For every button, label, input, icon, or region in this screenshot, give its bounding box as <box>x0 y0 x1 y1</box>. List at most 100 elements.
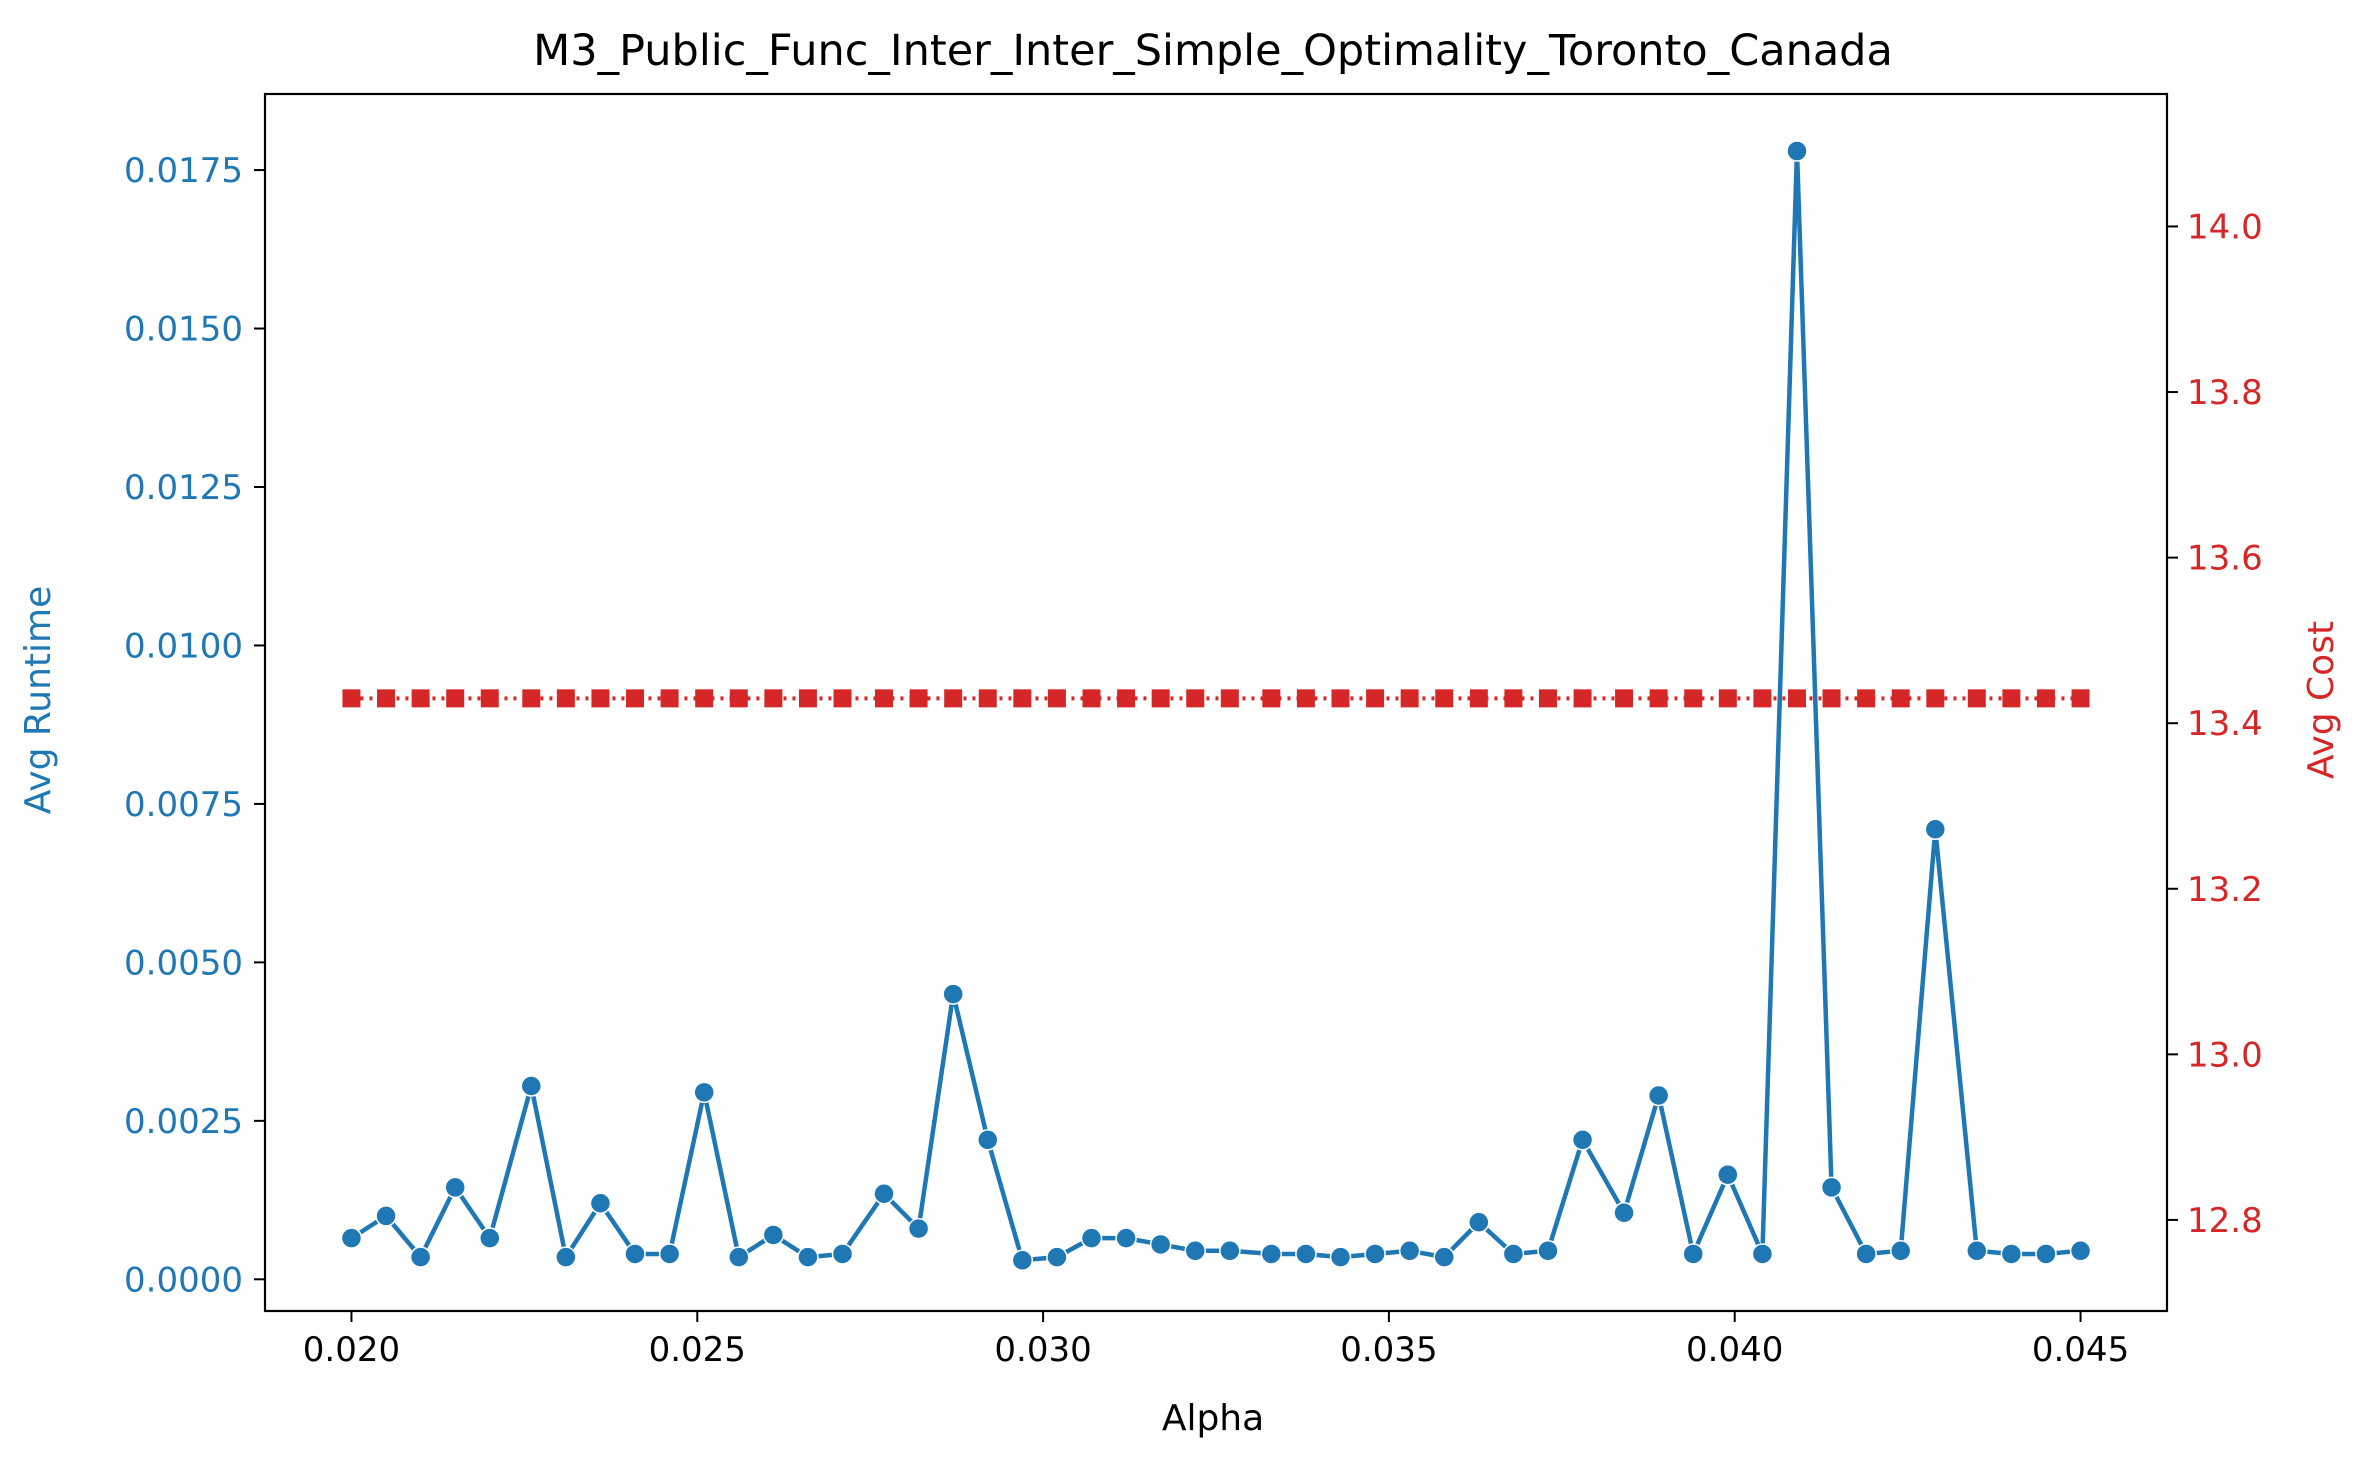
avg-cost-point <box>1857 689 1876 708</box>
avg-runtime-point <box>1537 1240 1559 1262</box>
avg-runtime-point <box>2000 1243 2023 1265</box>
avg-runtime-point <box>1149 1233 1172 1256</box>
avg-cost-point <box>1151 689 1170 708</box>
avg-runtime-point <box>658 1243 681 1265</box>
avg-runtime-point <box>479 1227 501 1249</box>
avg-cost-point <box>798 689 817 708</box>
avg-runtime-point <box>375 1205 397 1227</box>
avg-runtime-point <box>977 1129 999 1151</box>
avg-runtime-point <box>1080 1227 1103 1249</box>
avg-runtime-point <box>340 1227 363 1249</box>
y-tick-label-right: 14.0 <box>2187 207 2263 247</box>
avg-cost-point <box>909 689 928 708</box>
x-axis-label: Alpha <box>1162 1398 1264 1439</box>
avg-runtime-series <box>340 140 2092 1272</box>
avg-cost-point <box>1649 689 1668 708</box>
avg-cost-point <box>1220 689 1239 708</box>
x-tick-label: 0.020 <box>303 1330 400 1370</box>
avg-cost-point <box>1082 689 1101 708</box>
avg-cost-point <box>875 689 894 708</box>
avg-cost-point <box>1753 689 1772 708</box>
avg-runtime-point <box>1855 1243 1877 1265</box>
y-tick-label-right: 13.6 <box>2187 539 2263 579</box>
y-tick-label-right: 13.4 <box>2187 704 2263 744</box>
avg-cost-point <box>556 689 575 708</box>
y-tick-label-left: 0.0125 <box>124 468 243 508</box>
y-tick-label-left: 0.0150 <box>124 310 243 350</box>
avg-runtime-point <box>589 1192 612 1214</box>
avg-runtime-point <box>1468 1211 1490 1234</box>
avg-cost-point <box>1296 689 1315 708</box>
y-tick-label-right: 12.8 <box>2187 1201 2263 1241</box>
plot-frame <box>263 92 2169 1313</box>
avg-cost-point <box>1684 689 1703 708</box>
avg-cost-point <box>480 689 499 708</box>
avg-runtime-point <box>2035 1243 2057 1265</box>
avg-runtime-point <box>1820 1176 1843 1199</box>
x-tick-label: 0.040 <box>1686 1330 1783 1370</box>
avg-cost-point <box>1117 689 1136 708</box>
avg-cost-point <box>1435 689 1454 708</box>
y-tick-label-left: 0.0025 <box>124 1102 243 1142</box>
avg-runtime-point <box>1889 1240 1912 1262</box>
y-axis-label-right: Avg Cost <box>2301 621 2342 779</box>
avg-cost-point <box>1331 689 1350 708</box>
avg-cost-point <box>1718 689 1737 708</box>
y-tick-label-left: 0.0075 <box>124 785 243 825</box>
avg-runtime-point <box>1398 1240 1421 1262</box>
avg-runtime-point <box>831 1243 854 1265</box>
chart-title: M3_Public_Func_Inter_Inter_Simple_Optima… <box>533 26 1893 76</box>
y-tick-label-right: 13.0 <box>2187 1035 2263 1075</box>
avg-runtime-point <box>942 983 964 1005</box>
avg-runtime-point <box>1364 1243 1386 1265</box>
axes: 0.020 0.025 0.030 0.035 0.040 0.045 0.0000 0.00… <box>124 92 2263 1370</box>
avg-runtime-point <box>797 1246 819 1268</box>
avg-runtime-line <box>350 148 2081 1263</box>
avg-runtime-point <box>1751 1243 1774 1265</box>
avg-cost-point <box>1926 689 1945 708</box>
avg-runtime-point <box>1046 1246 1068 1268</box>
y-tick-label-left: 0.0100 <box>124 626 243 666</box>
avg-runtime-point <box>1115 1227 1137 1249</box>
avg-runtime-point <box>728 1246 750 1268</box>
avg-cost-point <box>1013 689 1032 708</box>
avg-cost-point <box>626 689 645 708</box>
avg-runtime-point <box>1647 1084 1670 1107</box>
avg-cost-point <box>1967 689 1986 708</box>
avg-runtime-point <box>1786 140 1808 162</box>
avg-cost-point <box>1186 689 1205 708</box>
avg-runtime-point <box>624 1243 646 1265</box>
avg-cost-point <box>446 689 465 708</box>
avg-runtime-point <box>555 1246 577 1268</box>
avg-cost-point <box>411 689 430 708</box>
avg-cost-point <box>1615 689 1634 708</box>
avg-runtime-point <box>762 1224 785 1246</box>
avg-runtime-point <box>907 1217 930 1240</box>
avg-cost-point <box>1262 689 1281 708</box>
avg-runtime-point <box>873 1182 895 1205</box>
avg-runtime-point <box>1682 1243 1704 1265</box>
avg-cost-point <box>591 689 610 708</box>
avg-runtime-point <box>520 1075 543 1097</box>
avg-runtime-point <box>409 1246 432 1268</box>
avg-runtime-point <box>2069 1240 2092 1262</box>
avg-cost-point <box>1400 689 1419 708</box>
avg-runtime-point <box>1219 1240 1241 1262</box>
avg-cost-point <box>1047 689 1066 708</box>
avg-cost-point <box>729 689 748 708</box>
y-axis-label-left: Avg Runtime <box>18 586 59 814</box>
avg-runtime-point <box>1184 1240 1207 1262</box>
y-tick-label-left: 0.0050 <box>124 943 243 983</box>
avg-runtime-point <box>1433 1246 1455 1268</box>
avg-runtime-point <box>1924 818 1947 841</box>
avg-runtime-point <box>1717 1163 1739 1186</box>
avg-cost-point <box>764 689 783 708</box>
avg-cost-point <box>1891 689 1910 708</box>
avg-runtime-point <box>1011 1249 1034 1272</box>
avg-cost-point <box>2071 689 2090 708</box>
avg-cost-point <box>1538 689 1557 708</box>
avg-runtime-point <box>1329 1246 1352 1268</box>
avg-cost-point <box>377 689 396 708</box>
avg-runtime-point <box>1295 1243 1317 1265</box>
